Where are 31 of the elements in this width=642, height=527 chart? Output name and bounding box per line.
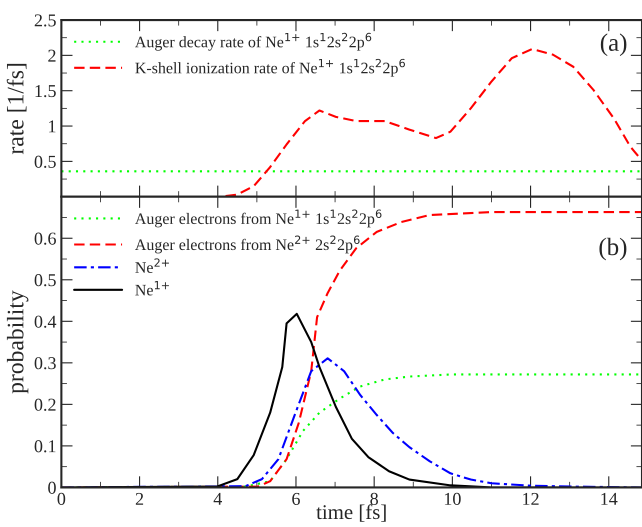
y-tick-label: 0.5 xyxy=(34,274,56,286)
y-tick-label: 0.3 xyxy=(34,357,56,370)
y-tick-label: 0.2 xyxy=(34,398,56,411)
legend-label: Auger electrons from Ne$^{1+}$ 1s$^{1}$2s$^{2}$2p$^{6}$ xyxy=(135,210,382,228)
legend-label: Auger decay rate of Ne$^{1+}$ 1s$^{1}$2s$^{2}$2p$^{6}$ xyxy=(135,32,372,51)
x-axis-title: time [fs] xyxy=(316,504,386,522)
y-tick-label: 0.5 xyxy=(34,156,56,168)
legend-label: K-shell ionization rate of Ne$^{1+}$ 1s$^{1}$2s$^{2}$2p$^{6}$ xyxy=(135,58,405,77)
y-tick-label: 1.5 xyxy=(36,85,56,98)
x-tick-label: 14 xyxy=(601,492,618,505)
annotation: (b) xyxy=(599,238,626,260)
x-tick-label: 8 xyxy=(370,492,378,505)
y-tick-label: 0.6 xyxy=(34,232,56,245)
y-tick-label: 2.5 xyxy=(34,14,56,27)
y-axis-title: rate [1/fs] xyxy=(6,64,27,154)
annotation: (a) xyxy=(600,33,626,56)
y-axis-title: probability xyxy=(6,290,28,394)
y-tick-label: 0 xyxy=(48,482,56,494)
x-tick-label: 10 xyxy=(444,492,461,505)
x-tick-label: 2 xyxy=(136,492,144,505)
x-tick-label: 4 xyxy=(214,492,222,505)
y-tick-label: 1 xyxy=(49,120,56,132)
x-tick-label: 12 xyxy=(523,492,539,505)
legend-label: Auger electrons from Ne$^{2+}$ 2s$^{2}$2p$^{6}$ xyxy=(135,236,360,254)
x-tick-label: 0 xyxy=(58,492,66,505)
y-tick-label: 0.1 xyxy=(34,440,56,452)
legend-label: Ne$^{1+}$ xyxy=(135,281,169,296)
y-tick-label: 2 xyxy=(48,50,56,62)
y-tick-label: 0.4 xyxy=(34,316,56,328)
x-tick-label: 6 xyxy=(292,492,300,505)
legend-label: Ne$^{2+}$ xyxy=(135,258,169,273)
